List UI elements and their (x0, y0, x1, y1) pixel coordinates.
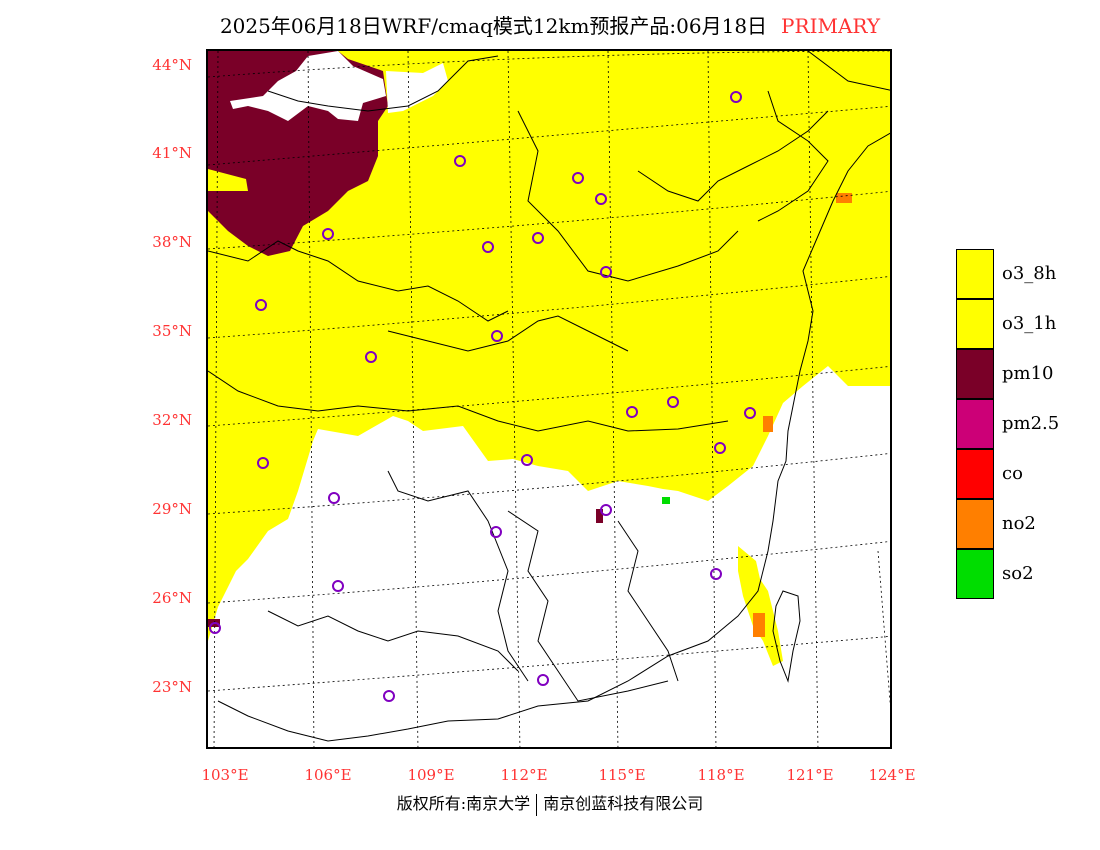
station-marker (532, 232, 544, 244)
legend-swatch (956, 549, 994, 599)
station-marker (626, 406, 638, 418)
legend-label: co (1002, 463, 1023, 484)
lat-label: 44°N (152, 56, 192, 74)
station-marker (209, 622, 221, 634)
boundary-lines (208, 51, 890, 742)
station-marker (365, 351, 377, 363)
lat-label: 38°N (152, 233, 192, 251)
lon-label: 109°E (407, 766, 455, 784)
copyright: 版权所有:南京大学 南京创蓝科技有限公司 (0, 790, 1100, 816)
map-title: 2025年06月18日WRF/cmaq模式12km预报产品:06月18日 PRIM… (0, 10, 1100, 39)
station-marker (383, 690, 395, 702)
station-marker (667, 396, 679, 408)
legend-label: pm2.5 (1002, 413, 1060, 434)
so2-spot (662, 497, 670, 504)
station-marker (714, 442, 726, 454)
station-marker (328, 492, 340, 504)
legend-swatch (956, 299, 994, 349)
copyright-left: 版权所有:南京大学 (396, 794, 531, 813)
map-panel[interactable] (206, 49, 892, 749)
legend-label: o3_8h (1002, 263, 1057, 284)
pm10-spot (596, 509, 603, 523)
station-marker (490, 526, 502, 538)
legend-label: o3_1h (1002, 313, 1057, 334)
lon-label: 118°E (697, 766, 745, 784)
copyright-right: 南京创蓝科技有限公司 (543, 794, 704, 813)
title-text: 2025年06月18日WRF/cmaq模式12km预报产品:06月18日 (219, 14, 768, 38)
station-marker (257, 457, 269, 469)
legend-label: so2 (1002, 563, 1034, 584)
lon-label: 103°E (201, 766, 249, 784)
gap-region-2 (386, 63, 448, 113)
lon-label: 112°E (500, 766, 548, 784)
primary-badge: PRIMARY (781, 14, 881, 38)
lat-label: 32°N (152, 411, 192, 429)
no2-spot (753, 613, 765, 637)
station-marker (482, 241, 494, 253)
station-marker (572, 172, 584, 184)
station-marker (255, 299, 267, 311)
station-marker (595, 193, 607, 205)
station-marker (600, 266, 612, 278)
lon-label: 124°E (868, 766, 916, 784)
legend-swatch (956, 349, 994, 399)
lat-label: 26°N (152, 589, 192, 607)
lon-label: 121°E (786, 766, 834, 784)
station-marker (332, 580, 344, 592)
station-marker (454, 155, 466, 167)
o3-coast (738, 546, 783, 666)
station-marker (521, 454, 533, 466)
lat-label: 23°N (152, 678, 192, 696)
station-marker (600, 504, 612, 516)
no2-spot (836, 193, 852, 203)
o3-region (208, 51, 890, 641)
station-marker (322, 228, 334, 240)
pollutant-map (208, 51, 890, 747)
legend-swatch (956, 249, 994, 299)
copyright-separator (536, 793, 538, 816)
legend-swatch (956, 499, 994, 549)
no2-spot (763, 416, 773, 432)
legend-label: pm10 (1002, 363, 1054, 384)
lat-label: 35°N (152, 322, 192, 340)
lat-label: 41°N (152, 144, 192, 162)
lat-label: 29°N (152, 500, 192, 518)
lon-label: 106°E (304, 766, 352, 784)
legend-label: no2 (1002, 513, 1036, 534)
graticule (208, 51, 890, 747)
legend-swatch (956, 399, 994, 449)
station-markers (209, 91, 756, 702)
station-marker (744, 407, 756, 419)
station-marker (537, 674, 549, 686)
station-marker (491, 330, 503, 342)
station-marker (710, 568, 722, 580)
lon-label: 115°E (598, 766, 646, 784)
gap-region (230, 51, 386, 121)
legend-swatch (956, 449, 994, 499)
station-marker (730, 91, 742, 103)
